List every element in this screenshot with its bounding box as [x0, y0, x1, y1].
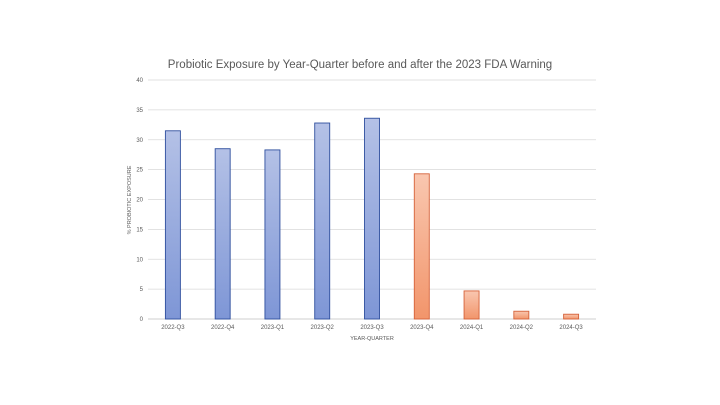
y-tick-label-30: 30	[136, 138, 143, 144]
x-tick-label-2022-Q4: 2022-Q4	[211, 325, 235, 331]
x-tick-label-2023-Q1: 2023-Q1	[261, 325, 285, 331]
y-tick-label-25: 25	[136, 168, 143, 174]
y-tick-label-20: 20	[136, 198, 143, 204]
y-axis-ticks: 0 5 10 15 20 25 30 35 40	[136, 78, 143, 323]
y-tick-label-10: 10	[136, 257, 143, 263]
bar-2023-Q2	[314, 122, 331, 320]
x-tick-label-2022-Q3: 2022-Q3	[161, 325, 185, 331]
bar-2024-Q2	[513, 310, 530, 320]
bar-2023-Q1	[264, 149, 281, 320]
y-tick-label-35: 35	[136, 108, 143, 114]
x-tick-label-2023-Q3: 2023-Q3	[360, 325, 384, 331]
y-tick-label-40: 40	[136, 78, 143, 84]
x-tick-label-2023-Q2: 2023-Q2	[311, 325, 335, 331]
bar-2023-Q4	[413, 173, 430, 320]
y-tick-label-0: 0	[140, 317, 144, 323]
x-tick-label-2024-Q1: 2024-Q1	[460, 325, 484, 331]
x-axis-label: YEAR-QUARTER	[350, 336, 394, 342]
x-tick-label-2024-Q2: 2024-Q2	[510, 325, 534, 331]
bar-2022-Q4	[214, 148, 231, 320]
x-tick-label-2023-Q4: 2023-Q4	[410, 325, 434, 331]
bar-2023-Q3	[364, 117, 380, 320]
bar-2024-Q3	[563, 313, 580, 320]
y-tick-label-5: 5	[140, 287, 144, 293]
bars	[164, 117, 580, 320]
bar-2022-Q3	[164, 130, 181, 320]
y-tick-label-15: 15	[136, 227, 143, 233]
bar-2024-Q1	[463, 290, 480, 320]
chart-title: Probiotic Exposure by Year-Quarter befor…	[168, 59, 552, 71]
y-axis-label: % PROBIOTIC EXPOSURE	[127, 165, 133, 234]
x-tick-label-2024-Q3: 2024-Q3	[559, 325, 583, 331]
x-axis-ticks: 2022-Q3 2022-Q4 2023-Q1 2023-Q2 2023-Q3 2023-…	[161, 325, 583, 331]
